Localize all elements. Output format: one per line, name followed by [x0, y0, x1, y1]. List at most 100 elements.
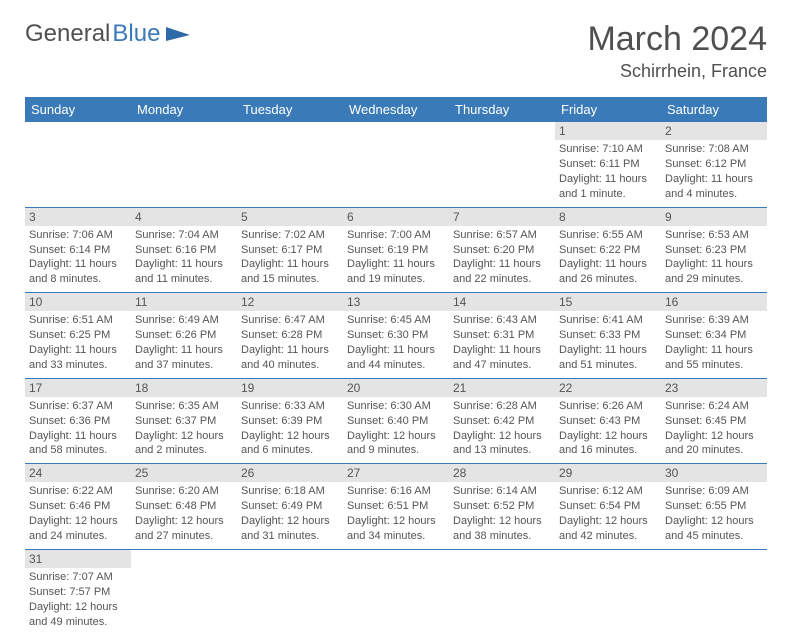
weekday-header: Wednesday [343, 97, 449, 122]
day-info: Sunrise: 6:24 AMSunset: 6:45 PMDaylight:… [665, 399, 763, 458]
sunset-text: Sunset: 6:33 PM [559, 328, 657, 343]
sunrise-text: Sunrise: 6:49 AM [135, 313, 233, 328]
calendar-day-cell: 22Sunrise: 6:26 AMSunset: 6:43 PMDayligh… [555, 378, 661, 464]
calendar-week-row: 31Sunrise: 7:07 AMSunset: 7:57 PMDayligh… [25, 549, 767, 634]
daylight-text: Daylight: 11 hours and 55 minutes. [665, 343, 763, 373]
sunrise-text: Sunrise: 6:09 AM [665, 484, 763, 499]
day-number: 12 [237, 293, 343, 311]
calendar-day-cell: . [237, 122, 343, 207]
sunrise-text: Sunrise: 6:18 AM [241, 484, 339, 499]
day-number: 31 [25, 550, 131, 568]
sunset-text: Sunset: 7:57 PM [29, 585, 127, 600]
sunset-text: Sunset: 6:40 PM [347, 414, 445, 429]
brand-part2: Blue [112, 20, 160, 48]
calendar-day-cell: 29Sunrise: 6:12 AMSunset: 6:54 PMDayligh… [555, 464, 661, 550]
day-number: 8 [555, 208, 661, 226]
sunset-text: Sunset: 6:28 PM [241, 328, 339, 343]
daylight-text: Daylight: 12 hours and 20 minutes. [665, 429, 763, 459]
day-info: Sunrise: 6:16 AMSunset: 6:51 PMDaylight:… [347, 484, 445, 543]
sunset-text: Sunset: 6:19 PM [347, 243, 445, 258]
sunset-text: Sunset: 6:23 PM [665, 243, 763, 258]
sunrise-text: Sunrise: 6:35 AM [135, 399, 233, 414]
day-number: 2 [661, 122, 767, 140]
daylight-text: Daylight: 11 hours and 15 minutes. [241, 257, 339, 287]
calendar-day-cell: 12Sunrise: 6:47 AMSunset: 6:28 PMDayligh… [237, 293, 343, 379]
sunset-text: Sunset: 6:52 PM [453, 499, 551, 514]
calendar-day-cell: 11 Sunrise: 6:49 AMSunset: 6:26 PMDayligh… [131, 293, 237, 379]
sunset-text: Sunset: 6:48 PM [135, 499, 233, 514]
sunrise-text: Sunrise: 6:55 AM [559, 228, 657, 243]
calendar-day-cell: 26 Sunrise: 6:18 AMSunset: 6:49 PMDayligh… [237, 464, 343, 550]
sunrise-text: Sunrise: 7:04 AM [135, 228, 233, 243]
calendar-day-cell: 19Sunrise: 6:33 AMSunset: 6:39 PMDayligh… [237, 378, 343, 464]
sunrise-text: Sunrise: 6:41 AM [559, 313, 657, 328]
brand-logo: GeneralBlue [25, 20, 192, 48]
calendar-day-cell: 30Sunrise: 6:09 AMSunset: 6:55 PMDayligh… [661, 464, 767, 550]
daylight-text: Daylight: 12 hours and 27 minutes. [135, 514, 233, 544]
sunrise-text: Sunrise: 7:06 AM [29, 228, 127, 243]
sunrise-text: Sunrise: 6:12 AM [559, 484, 657, 499]
calendar-day-cell: 2Sunrise: 7:08 AMSunset: 6:12 PMDaylight… [661, 122, 767, 207]
calendar-day-cell: 5Sunrise: 7:02 AMSunset: 6:17 PMDaylight… [237, 207, 343, 293]
sunrise-text: Sunrise: 6:14 AM [453, 484, 551, 499]
day-info: Sunrise: 6:49 AMSunset: 6:26 PMDaylight:… [135, 313, 233, 372]
calendar-day-cell: . [449, 549, 555, 634]
calendar-day-cell: 10Sunrise: 6:51 AMSunset: 6:25 PMDayligh… [25, 293, 131, 379]
month-title: March 2024 [587, 20, 767, 59]
daylight-text: Daylight: 11 hours and 51 minutes. [559, 343, 657, 373]
sunrise-text: Sunrise: 6:37 AM [29, 399, 127, 414]
sunrise-text: Sunrise: 6:33 AM [241, 399, 339, 414]
sunrise-text: Sunrise: 6:43 AM [453, 313, 551, 328]
calendar-day-cell: 9Sunrise: 6:53 AMSunset: 6:23 PMDaylight… [661, 207, 767, 293]
daylight-text: Daylight: 12 hours and 2 minutes. [135, 429, 233, 459]
day-number: 11 [131, 293, 237, 311]
day-info: Sunrise: 6:18 AMSunset: 6:49 PMDaylight:… [241, 484, 339, 543]
calendar-day-cell: 20 Sunrise: 6:30 AMSunset: 6:40 PMDayligh… [343, 378, 449, 464]
daylight-text: Daylight: 12 hours and 31 minutes. [241, 514, 339, 544]
sunrise-text: Sunrise: 6:30 AM [347, 399, 445, 414]
sunset-text: Sunset: 6:45 PM [665, 414, 763, 429]
sunset-text: Sunset: 6:17 PM [241, 243, 339, 258]
header: GeneralBlue March 2024 Schirrhein, Franc… [25, 20, 767, 82]
day-number: 23 [661, 379, 767, 397]
day-info: Sunrise: 6:37 AMSunset: 6:36 PMDaylight:… [29, 399, 127, 458]
day-number: 24 [25, 464, 131, 482]
day-number: 26 [237, 464, 343, 482]
title-block: March 2024 Schirrhein, France [587, 20, 767, 82]
day-info: Sunrise: 6:30 AMSunset: 6:40 PMDaylight:… [347, 399, 445, 458]
sunset-text: Sunset: 6:55 PM [665, 499, 763, 514]
daylight-text: Daylight: 12 hours and 49 minutes. [29, 600, 127, 630]
weekday-header: Sunday [25, 97, 131, 122]
sunset-text: Sunset: 6:31 PM [453, 328, 551, 343]
sunrise-text: Sunrise: 6:39 AM [665, 313, 763, 328]
daylight-text: Daylight: 12 hours and 42 minutes. [559, 514, 657, 544]
day-info: Sunrise: 6:26 AMSunset: 6:43 PMDaylight:… [559, 399, 657, 458]
day-info: Sunrise: 6:09 AMSunset: 6:55 PMDaylight:… [665, 484, 763, 543]
daylight-text: Daylight: 11 hours and 40 minutes. [241, 343, 339, 373]
sunset-text: Sunset: 6:34 PM [665, 328, 763, 343]
day-info: Sunrise: 6:14 AMSunset: 6:52 PMDaylight:… [453, 484, 551, 543]
weekday-header: Monday [131, 97, 237, 122]
daylight-text: Daylight: 11 hours and 58 minutes. [29, 429, 127, 459]
day-info: Sunrise: 6:45 AMSunset: 6:30 PMDaylight:… [347, 313, 445, 372]
calendar-day-cell: . [131, 122, 237, 207]
day-number: 20 [343, 379, 449, 397]
calendar-day-cell: . [343, 549, 449, 634]
sunset-text: Sunset: 6:30 PM [347, 328, 445, 343]
brand-part1: General [25, 20, 110, 48]
day-info: Sunrise: 6:20 AMSunset: 6:48 PMDaylight:… [135, 484, 233, 543]
calendar-day-cell: 15Sunrise: 6:41 AMSunset: 6:33 PMDayligh… [555, 293, 661, 379]
calendar-day-cell: 1 Sunrise: 7:10 AMSunset: 6:11 PMDaylight… [555, 122, 661, 207]
daylight-text: Daylight: 12 hours and 45 minutes. [665, 514, 763, 544]
sunrise-text: Sunrise: 7:00 AM [347, 228, 445, 243]
calendar-day-cell: 3Sunrise: 7:06 AMSunset: 6:14 PMDaylight… [25, 207, 131, 293]
daylight-text: Daylight: 12 hours and 38 minutes. [453, 514, 551, 544]
day-number: 29 [555, 464, 661, 482]
day-number: 1 [555, 122, 661, 140]
calendar-day-cell: 8Sunrise: 6:55 AMSunset: 6:22 PMDaylight… [555, 207, 661, 293]
calendar-day-cell: 18Sunrise: 6:35 AMSunset: 6:37 PMDayligh… [131, 378, 237, 464]
calendar-header-row: SundayMondayTuesdayWednesdayThursdayFrid… [25, 97, 767, 122]
calendar-day-cell: 31Sunrise: 7:07 AMSunset: 7:57 PMDayligh… [25, 549, 131, 634]
day-info: Sunrise: 7:10 AMSunset: 6:11 PMDaylight:… [559, 142, 657, 201]
day-info: Sunrise: 7:02 AMSunset: 6:17 PMDaylight:… [241, 228, 339, 287]
